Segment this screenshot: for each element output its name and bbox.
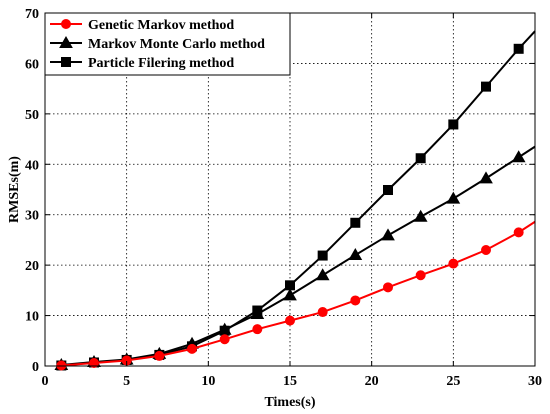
- legend-marker-triangle: [59, 35, 73, 48]
- data-point-triangle: [315, 268, 330, 281]
- data-point-circle: [187, 343, 197, 354]
- data-point-triangle: [348, 248, 363, 261]
- y-tick-label: 60: [25, 57, 39, 72]
- data-point-square: [350, 217, 361, 228]
- x-tick-label: 20: [365, 374, 379, 389]
- y-tick-label: 0: [32, 360, 39, 375]
- x-tick-label: 10: [201, 374, 215, 389]
- y-tick-label: 50: [25, 108, 39, 123]
- y-tick-label: 30: [25, 209, 39, 224]
- y-tick-label: 40: [25, 158, 39, 173]
- data-point-circle: [56, 360, 67, 371]
- data-point-square: [383, 185, 393, 196]
- data-point-triangle: [283, 288, 297, 301]
- legend-label: Particle Filering method: [88, 56, 234, 71]
- legend-label: Markov Monte Carlo method: [88, 37, 265, 52]
- legend-marker-square: [61, 57, 71, 67]
- y-axis-label: RMSEs(m): [7, 156, 22, 223]
- series-circle: [56, 220, 536, 371]
- data-point-square: [415, 153, 426, 164]
- legend-box: [44, 12, 291, 76]
- data-point-triangle: [479, 171, 493, 184]
- data-point-square: [448, 119, 459, 130]
- series-line: [61, 220, 536, 367]
- data-point-triangle: [217, 322, 232, 335]
- data-point-circle: [252, 324, 263, 335]
- data-point-square: [317, 250, 328, 261]
- y-tick-label: 70: [25, 7, 39, 22]
- y-tick-label: 10: [25, 310, 39, 325]
- x-tick-label: 15: [283, 374, 297, 389]
- x-tick-label: 5: [123, 374, 130, 389]
- series-layer: [54, 30, 536, 371]
- grid: [45, 13, 535, 366]
- data-point-circle: [481, 245, 491, 256]
- data-point-circle: [415, 270, 426, 281]
- legend-marker-circle: [61, 19, 71, 29]
- data-point-triangle: [381, 228, 395, 241]
- x-tick-label: 30: [528, 374, 542, 389]
- data-point-triangle: [511, 150, 526, 163]
- y-tick-label: 20: [25, 259, 39, 274]
- data-point-square: [481, 81, 491, 92]
- data-point-circle: [383, 282, 393, 293]
- data-point-circle: [448, 258, 459, 269]
- data-point-circle: [285, 315, 295, 326]
- x-axis-label: Times(s): [264, 395, 315, 410]
- data-point-triangle: [446, 191, 461, 204]
- series-line: [61, 145, 536, 366]
- data-point-circle: [317, 307, 328, 318]
- data-point-triangle: [413, 209, 428, 222]
- data-point-circle: [89, 357, 99, 368]
- data-point-circle: [219, 334, 230, 345]
- x-tick-label: 0: [42, 374, 49, 389]
- data-point-triangle: [250, 307, 265, 320]
- legend-label: Genetic Markov method: [88, 18, 234, 33]
- data-point-square: [513, 43, 524, 54]
- legend: Genetic Markov method Markov Monte Carlo …: [44, 12, 291, 76]
- data-point-circle: [350, 295, 361, 306]
- data-point-circle: [154, 350, 165, 361]
- x-tick-label: 25: [446, 374, 460, 389]
- data-point-circle: [513, 227, 524, 238]
